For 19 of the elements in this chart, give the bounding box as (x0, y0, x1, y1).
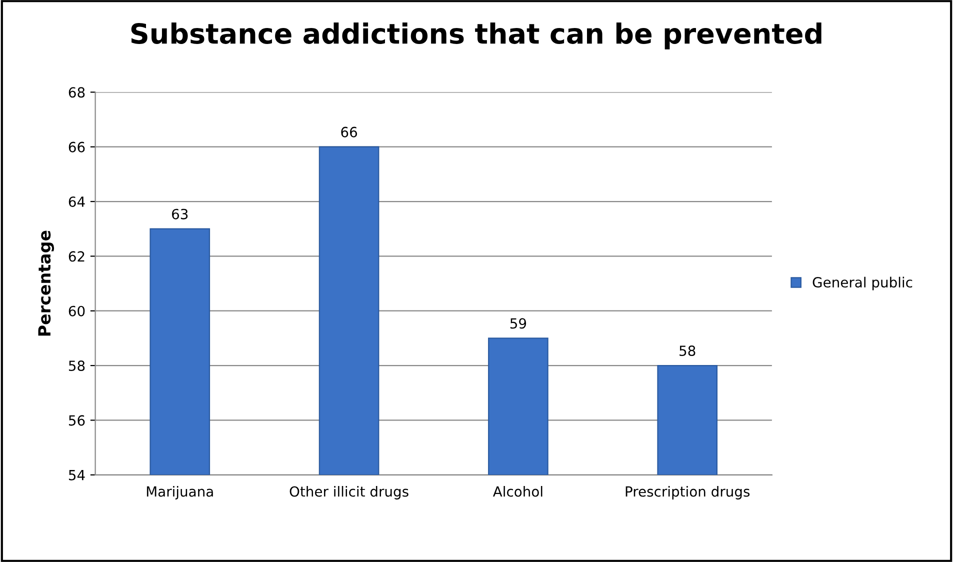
y-tick-label: 60 (68, 306, 85, 316)
y-tick-label: 68 (68, 87, 85, 98)
y-tick-label: 62 (68, 251, 84, 262)
data-label: 63 (172, 208, 188, 220)
y-tick-label: 64 (68, 196, 85, 207)
x-tick-label: Other illicit drugs (290, 486, 408, 500)
x-tick-label: Alcohol (492, 486, 542, 497)
y-tick-label: 54 (68, 470, 85, 480)
data-label: 59 (510, 318, 526, 329)
x-tick-label: Marijuana (146, 486, 213, 500)
y-tick-label: 66 (68, 142, 85, 152)
data-label: 66 (341, 126, 357, 138)
legend-label: General public (812, 276, 912, 290)
y-tick-label: 56 (68, 415, 85, 426)
y-axis-title: Percentage (38, 230, 54, 336)
x-tick-label: Prescription drugs (626, 486, 750, 500)
data-label: 58 (680, 346, 696, 356)
chart-title: Substance addictions that can be prevented (131, 22, 822, 50)
y-tick-label: 58 (68, 360, 85, 372)
